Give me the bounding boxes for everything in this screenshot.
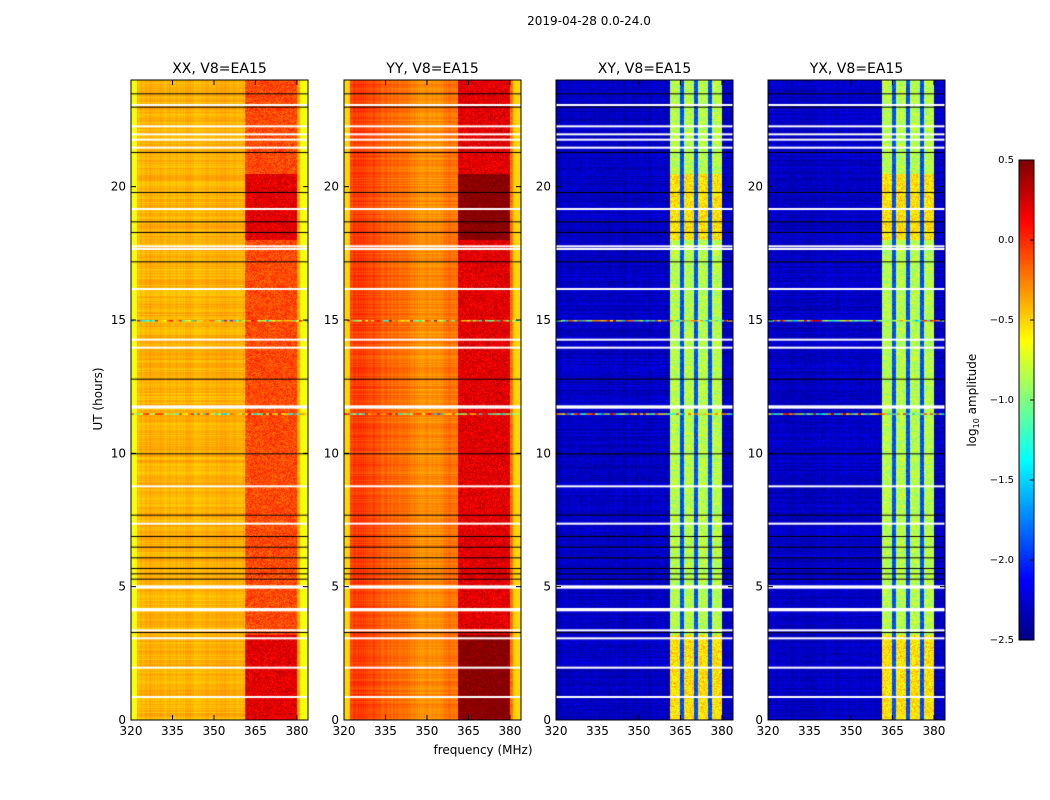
x-tick-label: 380 bbox=[498, 724, 521, 738]
y-tick-label: 20 bbox=[324, 180, 339, 194]
x-tick-label: 380 bbox=[922, 724, 945, 738]
y-tick-label: 0 bbox=[118, 713, 126, 727]
x-tick-label: 320 bbox=[545, 724, 568, 738]
x-tick-label: 365 bbox=[881, 724, 904, 738]
y-axis-label: UT (hours) bbox=[91, 367, 105, 431]
panel-frame bbox=[343, 79, 522, 721]
y-tick-label: 0 bbox=[331, 713, 339, 727]
x-tick-label: 335 bbox=[798, 724, 821, 738]
y-tick-label: 15 bbox=[324, 313, 339, 327]
heatmap-xy bbox=[556, 80, 733, 720]
x-tick-label: 350 bbox=[203, 724, 226, 738]
panel-frame bbox=[130, 79, 309, 721]
y-tick-label: 20 bbox=[111, 180, 126, 194]
x-tick-label: 320 bbox=[120, 724, 143, 738]
x-tick-label: 365 bbox=[669, 724, 692, 738]
y-tick-label: 5 bbox=[543, 580, 551, 594]
y-tick-label: 5 bbox=[118, 580, 126, 594]
colorbar-tick-label: 0.5 bbox=[998, 155, 1014, 166]
y-tick-label: 10 bbox=[748, 446, 763, 460]
colorbar bbox=[1019, 160, 1034, 640]
panel-title: XX, V8=EA15 bbox=[172, 61, 267, 77]
heatmap-yx bbox=[768, 80, 945, 720]
x-tick-label: 365 bbox=[457, 724, 480, 738]
panel-frame bbox=[555, 79, 734, 721]
x-tick-label: 320 bbox=[333, 724, 356, 738]
x-tick-label: 335 bbox=[586, 724, 609, 738]
x-tick-label: 320 bbox=[757, 724, 780, 738]
panel-title: XY, V8=EA15 bbox=[598, 61, 692, 77]
x-tick-label: 335 bbox=[374, 724, 397, 738]
x-tick-label: 380 bbox=[285, 724, 308, 738]
colorbar-label: log10 amplitude bbox=[964, 353, 982, 447]
y-tick-label: 10 bbox=[536, 446, 551, 460]
colorbar-tick-label: −2.0 bbox=[990, 555, 1014, 566]
x-tick-label: 380 bbox=[710, 724, 733, 738]
y-tick-label: 5 bbox=[755, 580, 763, 594]
colorbar-tick-label: −2.5 bbox=[990, 635, 1014, 646]
colorbar-tick-label: 0.0 bbox=[998, 235, 1014, 246]
y-tick-label: 5 bbox=[331, 580, 339, 594]
heatmap-yy bbox=[344, 80, 521, 720]
panel-title: YX, V8=EA15 bbox=[809, 61, 904, 77]
x-tick-label: 335 bbox=[161, 724, 184, 738]
x-axis-label: frequency (MHz) bbox=[433, 743, 533, 757]
suptitle: 2019-04-28 0.0-24.0 bbox=[527, 14, 651, 28]
x-tick-label: 350 bbox=[628, 724, 651, 738]
x-tick-label: 350 bbox=[416, 724, 439, 738]
y-tick-label: 10 bbox=[324, 446, 339, 460]
y-tick-label: 0 bbox=[543, 713, 551, 727]
colorbar-tick-label: −1.5 bbox=[990, 475, 1014, 486]
colorbar-tick-label: −1.0 bbox=[990, 395, 1014, 406]
y-tick-label: 15 bbox=[111, 313, 126, 327]
panel-frame bbox=[767, 79, 946, 721]
x-tick-label: 365 bbox=[244, 724, 267, 738]
y-tick-label: 15 bbox=[536, 313, 551, 327]
heatmap-xx bbox=[131, 80, 308, 720]
colorbar-tick-label: −0.5 bbox=[990, 315, 1014, 326]
y-tick-label: 15 bbox=[748, 313, 763, 327]
y-tick-label: 10 bbox=[111, 446, 126, 460]
panel-title: YY, V8=EA15 bbox=[385, 61, 478, 77]
x-tick-label: 350 bbox=[840, 724, 863, 738]
y-tick-label: 0 bbox=[755, 713, 763, 727]
y-tick-label: 20 bbox=[536, 180, 551, 194]
y-tick-label: 20 bbox=[748, 180, 763, 194]
